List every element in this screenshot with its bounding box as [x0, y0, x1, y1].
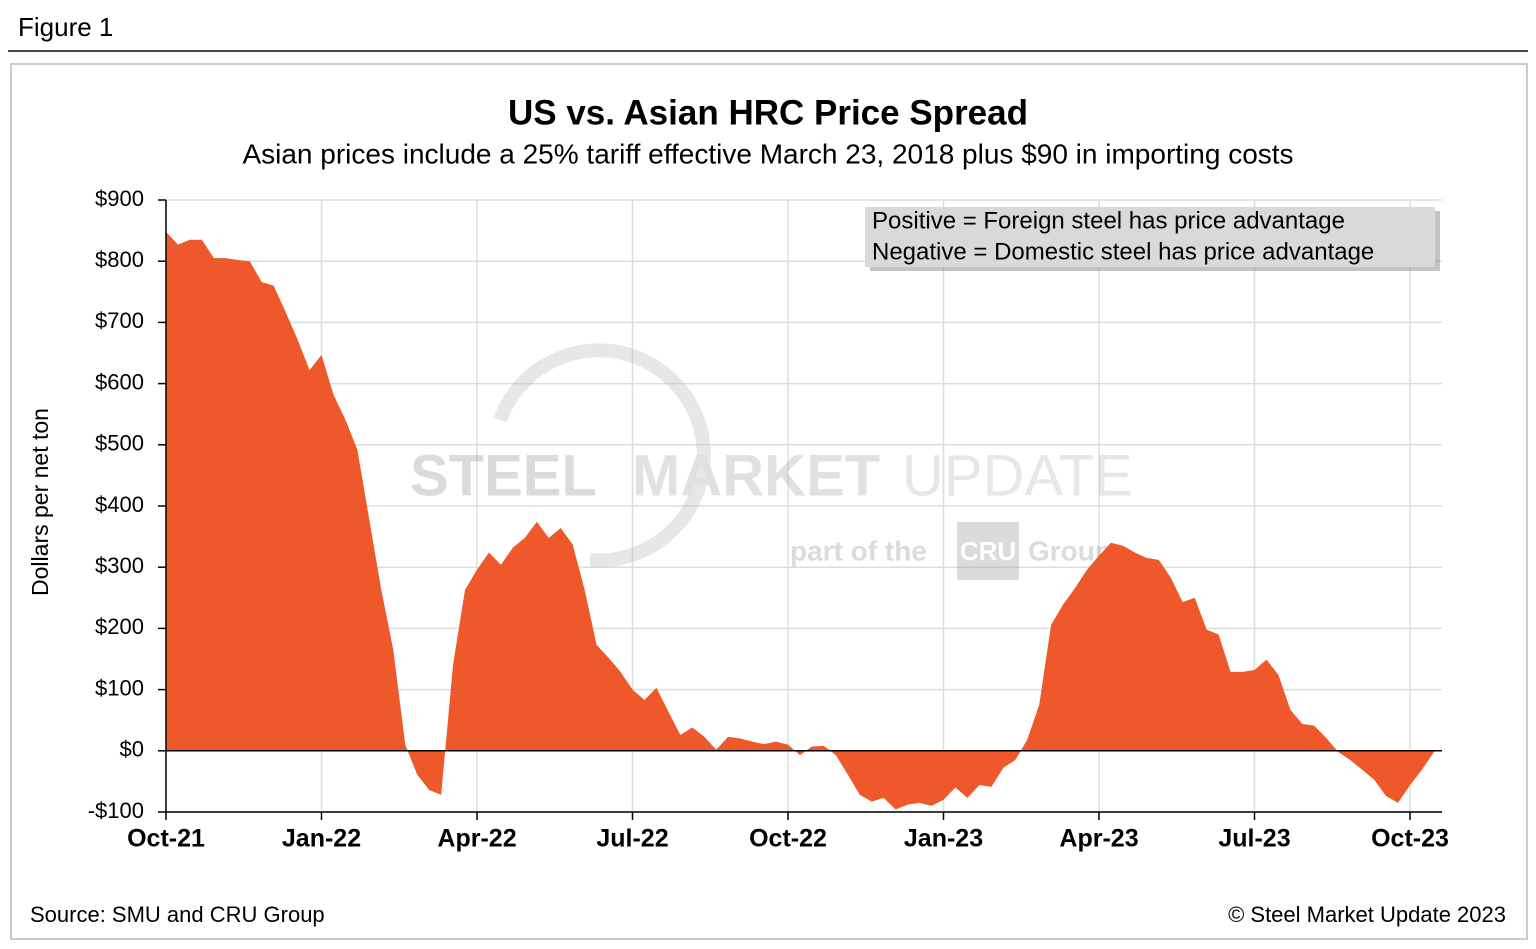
y-tick-label: $300	[95, 553, 144, 578]
grid	[165, 199, 1442, 813]
plot: -$100 $0 $100 $200 $300 $400 $500 $600 $700 $800 $…	[88, 186, 1449, 853]
watermark-text: MARKET	[632, 443, 880, 508]
x-tick-label: Jan-23	[904, 825, 983, 853]
annotation-box	[865, 207, 1435, 267]
watermark-text: CRU	[960, 536, 1016, 566]
x-tick-label: Jan-22	[282, 825, 361, 853]
x-tick-label: Jul-22	[596, 825, 668, 853]
watermark-box	[957, 522, 1019, 580]
chart-title: US vs. Asian HRC Price Spread	[508, 93, 1028, 132]
watermark-text: part of the	[790, 535, 927, 566]
figure-label: Figure 1	[18, 12, 113, 42]
annotation-text: Positive = Foreign steel has price advan…	[872, 207, 1345, 234]
annotation-text: Negative = Domestic steel has price adva…	[872, 238, 1374, 265]
x-tick-label: Apr-22	[437, 825, 516, 853]
y-tick-label: $500	[95, 431, 144, 456]
watermark-text: UPDATE	[902, 443, 1133, 508]
y-tick-label: $0	[120, 737, 144, 762]
x-tick-label: Apr-23	[1059, 825, 1138, 853]
x-tick-label: Jul-23	[1218, 825, 1290, 853]
y-tick-label: $100	[95, 675, 144, 700]
x-tick-label: Oct-22	[749, 825, 827, 853]
y-tick-label: $900	[95, 186, 144, 211]
y-tick-label: -$100	[88, 798, 144, 823]
chart-subtitle: Asian prices include a 25% tariff effect…	[242, 138, 1293, 169]
y-tick-label: $600	[95, 369, 144, 394]
y-axis-label: Dollars per net ton	[27, 408, 53, 596]
copyright-note: © Steel Market Update 2023	[1228, 902, 1506, 927]
x-tick-label: Oct-23	[1371, 825, 1449, 853]
y-tick-label: $400	[95, 492, 144, 517]
y-tick-label: $700	[95, 308, 144, 333]
watermark-text: STEEL	[410, 443, 597, 508]
y-tick-label: $800	[95, 247, 144, 272]
y-tick-label: $200	[95, 614, 144, 639]
source-note: Source: SMU and CRU Group	[30, 902, 325, 927]
watermark: STEEL MARKET UPDATE part of the CRU Grou…	[410, 343, 1133, 580]
chart-frame	[10, 63, 1528, 940]
area	[166, 231, 1434, 810]
watermark-arc	[493, 343, 711, 568]
x-tick-label: Oct-21	[127, 825, 205, 853]
